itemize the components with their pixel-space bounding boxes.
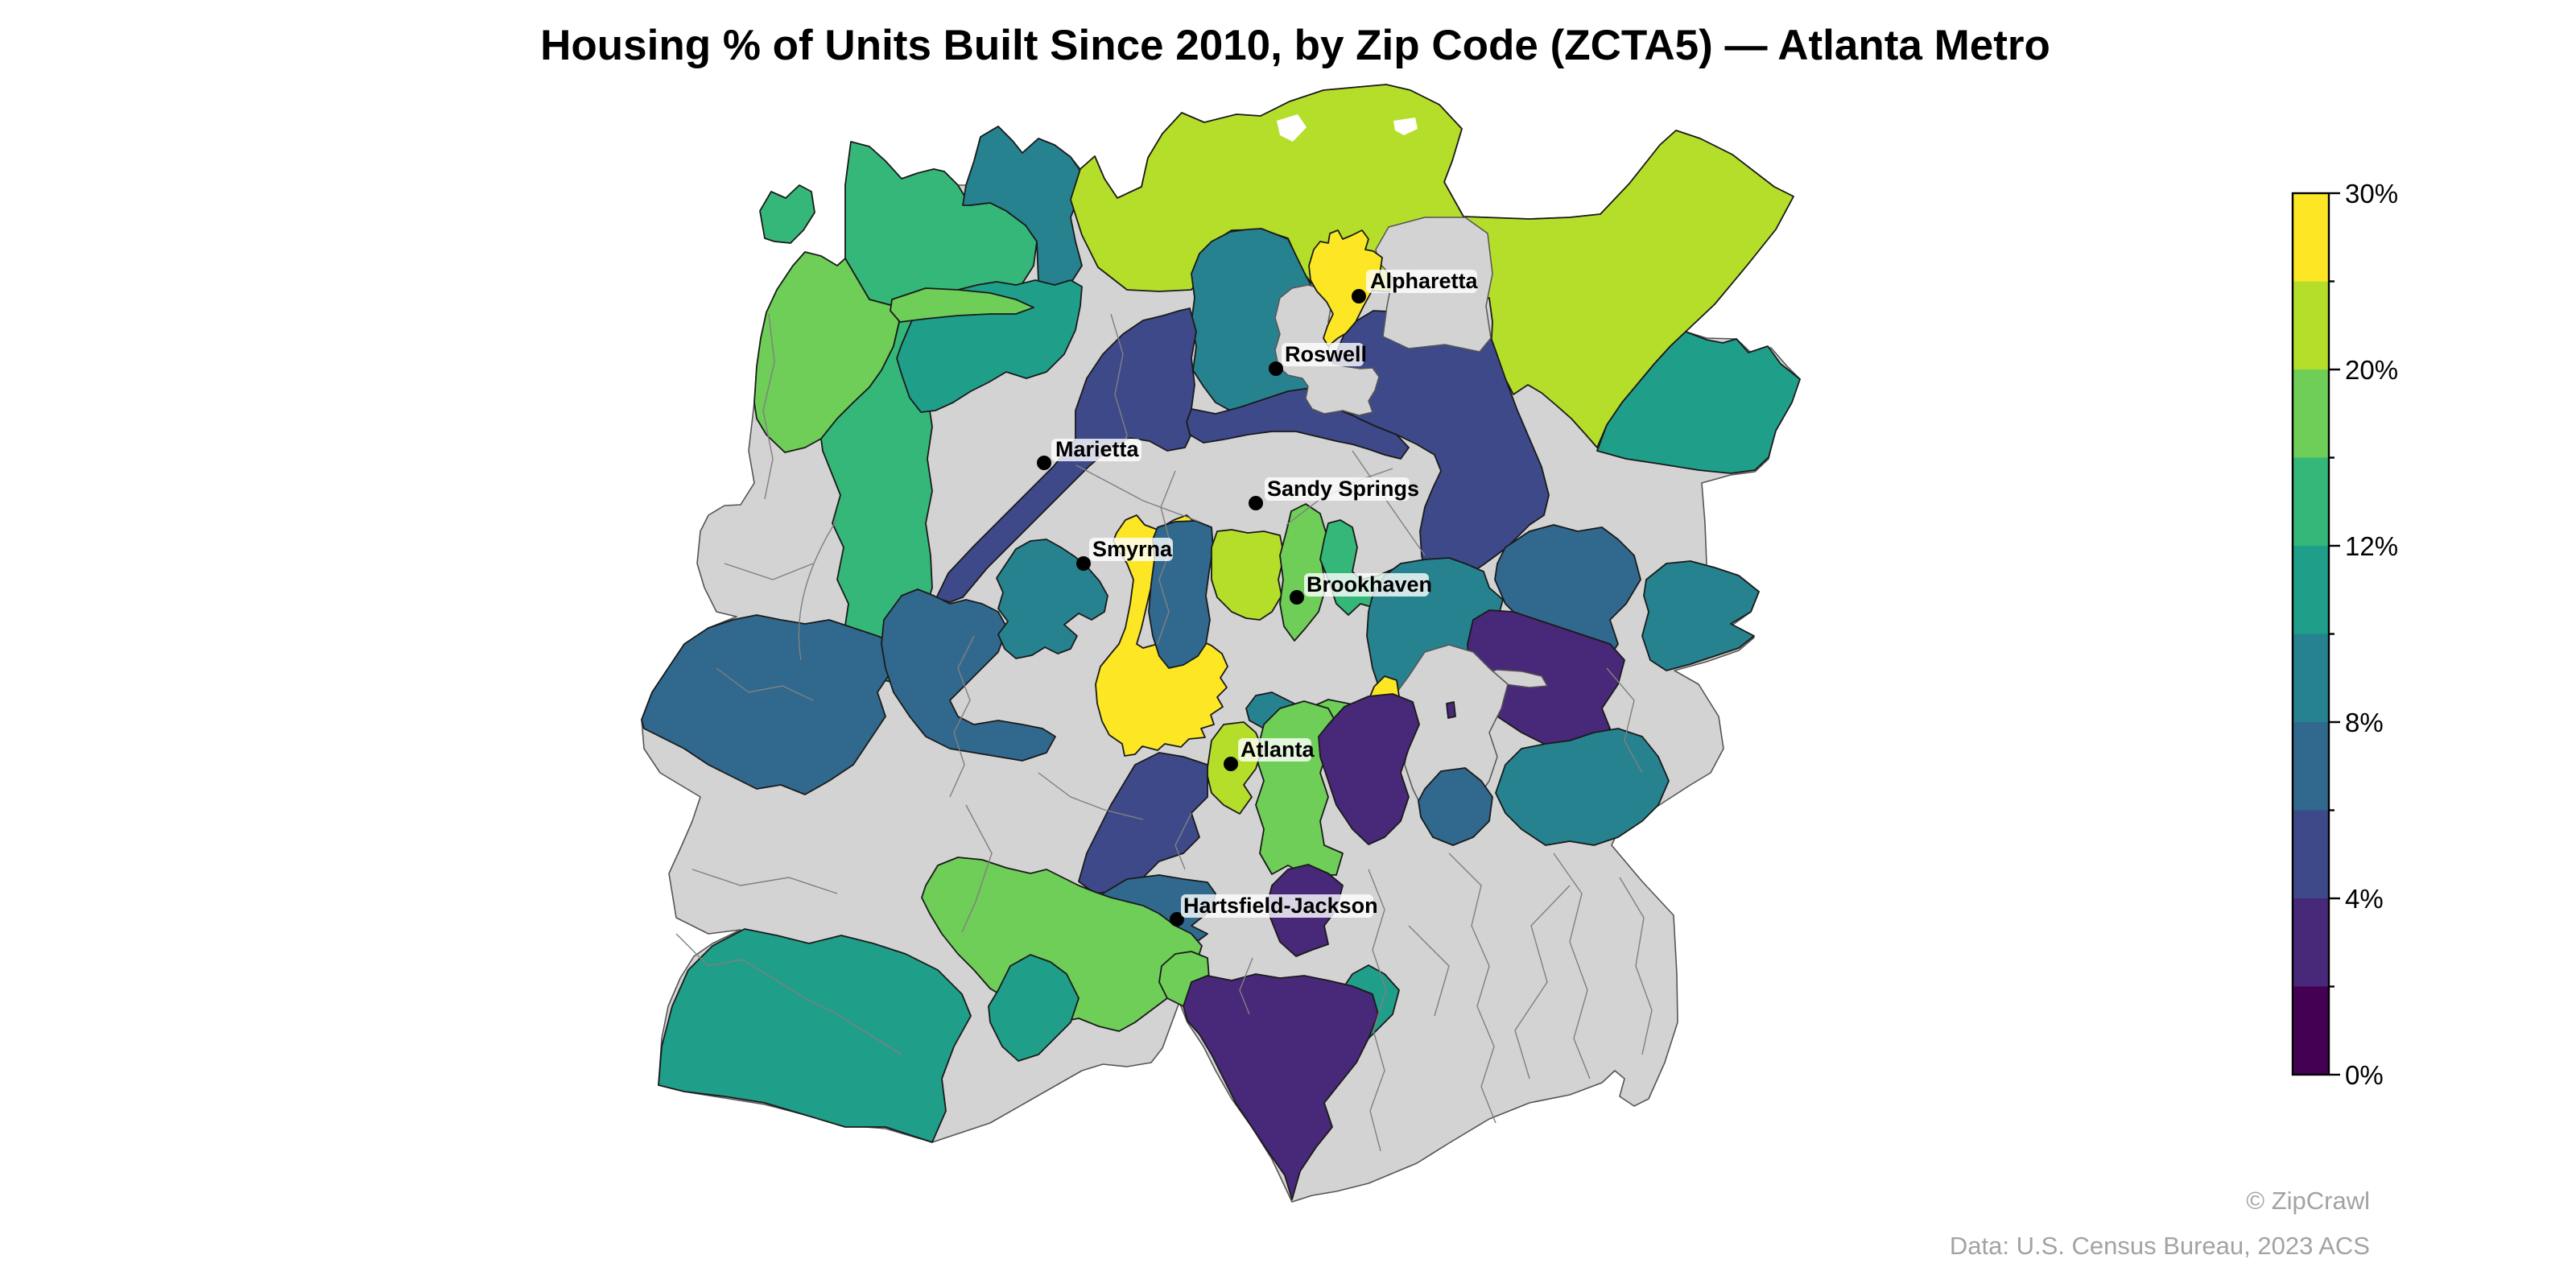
svg-text:Brookhaven: Brookhaven bbox=[1307, 572, 1432, 597]
svg-text:30%: 30% bbox=[2345, 179, 2398, 208]
svg-text:© ZipCrawl: © ZipCrawl bbox=[2246, 1187, 2370, 1215]
svg-text:Hartsfield-Jackson: Hartsfield-Jackson bbox=[1183, 894, 1378, 918]
svg-text:Housing % of Units Built Since: Housing % of Units Built Since 2010, by … bbox=[540, 22, 2050, 69]
svg-text:Roswell: Roswell bbox=[1285, 342, 1367, 366]
svg-text:Smyrna: Smyrna bbox=[1092, 537, 1173, 561]
svg-text:12%: 12% bbox=[2345, 531, 2398, 561]
svg-text:Alpharetta: Alpharetta bbox=[1370, 269, 1479, 293]
svg-text:Marietta: Marietta bbox=[1055, 437, 1140, 461]
svg-text:Data: U.S. Census Bureau, 2023: Data: U.S. Census Bureau, 2023 ACS bbox=[1950, 1232, 2370, 1260]
svg-text:20%: 20% bbox=[2345, 355, 2398, 385]
svg-text:0%: 0% bbox=[2345, 1060, 2384, 1090]
svg-text:8%: 8% bbox=[2345, 708, 2384, 737]
svg-text:Sandy Springs: Sandy Springs bbox=[1267, 477, 1419, 501]
svg-text:4%: 4% bbox=[2345, 884, 2384, 914]
svg-text:Atlanta: Atlanta bbox=[1241, 737, 1315, 762]
